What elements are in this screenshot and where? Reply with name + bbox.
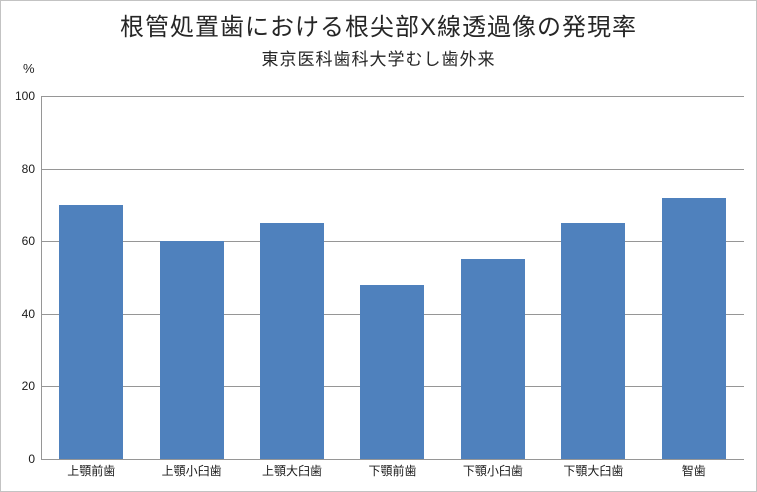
x-axis-label-下顎前歯: 下顎前歯 <box>368 464 417 478</box>
y-axis-tick-label-40: 40 <box>21 307 35 321</box>
bar-slot <box>543 96 643 459</box>
gridline-60 <box>41 241 744 242</box>
gridline-80 <box>41 169 744 170</box>
bar-下顎前歯 <box>360 284 425 459</box>
bar-slot <box>443 96 543 459</box>
y-axis-unit-label: % <box>23 61 35 76</box>
bar-slot <box>242 96 342 459</box>
bar-上顎前歯 <box>59 204 124 459</box>
x-axis-label-上顎小臼歯: 上顎小臼歯 <box>161 464 222 478</box>
chart-title: 根管処置歯における根尖部X線透過像の発現率 <box>119 14 637 41</box>
bar-上顎大臼歯 <box>260 223 325 459</box>
gridline-100 <box>41 96 744 97</box>
plot-area <box>41 96 744 460</box>
bar-slot <box>41 96 141 459</box>
x-axis-label-上顎大臼歯: 上顎大臼歯 <box>262 464 323 478</box>
x-axis-label-下顎大臼歯: 下顎大臼歯 <box>563 464 624 478</box>
bar-下顎小臼歯 <box>460 259 525 459</box>
y-axis-tick-label-100: 100 <box>14 89 35 103</box>
y-axis-tick-label-20: 20 <box>21 379 35 393</box>
x-axis-label-智歯: 智歯 <box>681 464 706 478</box>
y-axis-tick-label-60: 60 <box>21 234 35 248</box>
y-axis-tick-label-80: 80 <box>21 162 35 176</box>
bar-slot <box>342 96 442 459</box>
bar-slot <box>644 96 744 459</box>
x-axis-label-上顎前歯: 上顎前歯 <box>67 464 116 478</box>
x-axis-label-下顎小臼歯: 下顎小臼歯 <box>462 464 523 478</box>
y-axis-tick-label-0: 0 <box>28 452 35 466</box>
x-axis-labels: 上顎前歯 上顎小臼歯 上顎大臼歯 下顎前歯 下顎小臼歯 下顎大臼歯 智歯 <box>41 464 744 479</box>
bar-上顎小臼歯 <box>159 241 224 459</box>
y-axis-line <box>41 96 42 460</box>
bars-container <box>41 96 744 459</box>
chart-subtitle: 東京医科歯科大学むし歯外来 <box>261 50 496 69</box>
gridline-0 <box>41 459 744 460</box>
bar-下顎大臼歯 <box>561 223 626 459</box>
bar-slot <box>141 96 241 459</box>
bar-智歯 <box>661 197 726 459</box>
